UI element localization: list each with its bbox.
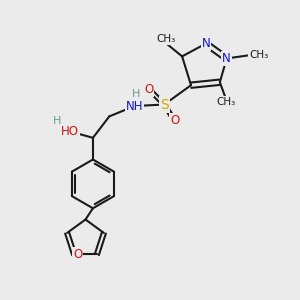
Text: S: S: [160, 98, 169, 112]
Text: N: N: [222, 52, 231, 65]
Text: O: O: [73, 248, 82, 261]
Text: H: H: [53, 116, 61, 126]
Text: CH₃: CH₃: [156, 34, 176, 44]
Text: NH: NH: [126, 100, 143, 112]
Text: CH₃: CH₃: [216, 97, 236, 107]
Text: H: H: [132, 88, 140, 98]
Text: CH₃: CH₃: [249, 50, 268, 61]
Text: N: N: [202, 37, 210, 50]
Text: HO: HO: [61, 125, 79, 138]
Text: O: O: [144, 82, 153, 96]
Text: O: O: [170, 114, 179, 128]
